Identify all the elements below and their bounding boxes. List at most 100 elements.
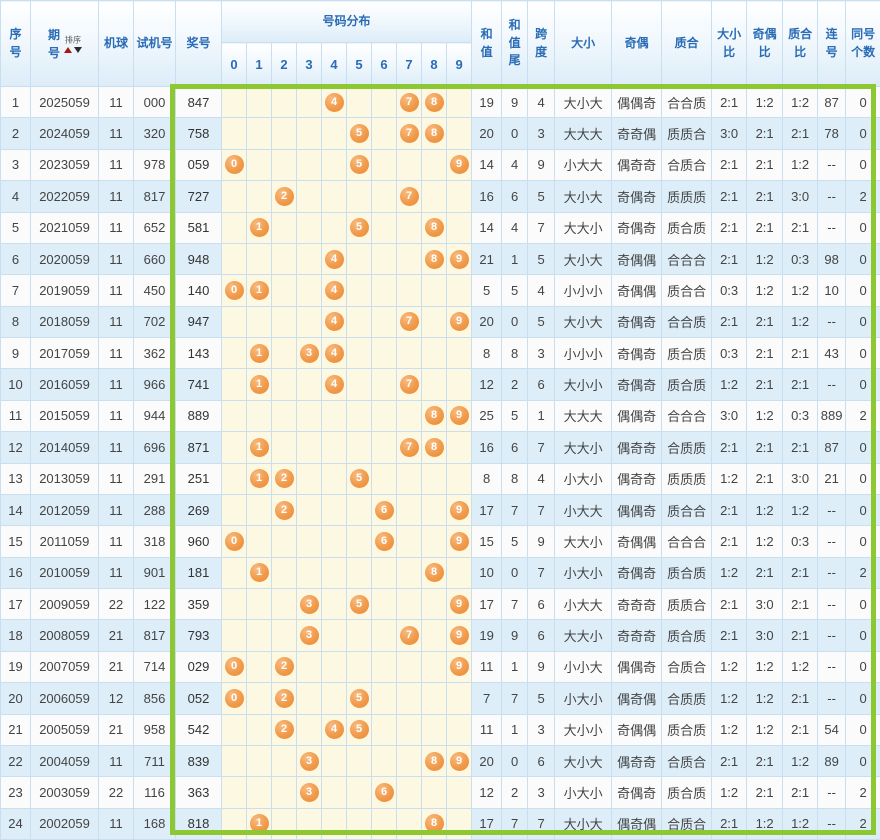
cell-seq: 20 <box>0 682 31 715</box>
cell-sum-tail: 6 <box>501 180 529 213</box>
table-row: 5 2021059 11 652 581 1 5 8 14 4 7 大大小 奇偶奇 质合质 2:1 2:1 2:… <box>0 211 880 244</box>
distribution-cell-7 <box>396 242 422 276</box>
distribution-cell-3: 3 <box>296 336 322 370</box>
span-label: 跨度 <box>535 27 548 59</box>
sort-control[interactable]: 排序 <box>63 34 82 54</box>
number-ball: 4 <box>324 375 344 395</box>
distribution-cell-3: 3 <box>296 587 322 621</box>
distribution-cell-9 <box>445 776 473 809</box>
cell-prize-number: 948 <box>175 242 222 276</box>
cell-prize-number: 741 <box>175 368 222 401</box>
cell-test-number: 856 <box>133 682 176 715</box>
distribution-cell-4 <box>321 807 347 840</box>
cell-period: 2006059 <box>30 682 99 715</box>
cell-sum-tail: 1 <box>501 650 529 684</box>
cell-span: 4 <box>527 462 556 495</box>
distribution-cell-7 <box>396 650 422 684</box>
distribution-cell-4: 4 <box>321 336 347 370</box>
cell-parity-ratio: 1:2 <box>746 650 784 684</box>
number-ball: 4 <box>324 280 344 300</box>
distribution-cell-7: 7 <box>396 619 422 652</box>
col-header-seq: 序号 <box>0 0 31 87</box>
col-header-sum: 和值 <box>471 0 503 87</box>
distribution-cell-2 <box>271 744 297 778</box>
distribution-cell-4: 4 <box>321 305 347 339</box>
cell-parity-ratio: 2:1 <box>746 305 784 339</box>
cell-parity: 偶偶奇 <box>611 650 663 684</box>
distribution-cell-3 <box>296 682 322 715</box>
distribution-cell-0: 0 <box>221 682 247 715</box>
cell-consecutive: 78 <box>817 117 847 150</box>
distribution-cell-7 <box>396 713 422 746</box>
cell-test-number: 817 <box>133 619 176 652</box>
cell-size-ratio: 1:2 <box>711 682 748 715</box>
cell-prime: 质质质 <box>661 180 713 213</box>
distribution-cell-9 <box>445 336 473 370</box>
number-ball: 1 <box>249 218 269 238</box>
cell-size: 小大小 <box>554 556 613 590</box>
distribution-cell-6 <box>371 713 397 746</box>
distribution-cell-1: 1 <box>246 462 272 495</box>
cell-size: 大大小 <box>554 525 613 558</box>
cell-size: 大大小 <box>554 619 613 652</box>
distribution-cell-2: 2 <box>271 493 297 527</box>
cell-period: 2016059 <box>30 368 99 401</box>
distribution-cell-5: 5 <box>346 117 372 150</box>
cell-prime-ratio: 0:3 <box>782 242 819 276</box>
cell-seq: 9 <box>0 336 31 370</box>
cell-consecutive: -- <box>817 148 847 182</box>
distribution-cell-2 <box>271 274 297 307</box>
distribution-cell-5 <box>346 368 372 401</box>
cell-prime: 质合合 <box>661 493 713 527</box>
cell-size-ratio: 2:1 <box>711 807 748 840</box>
cell-same-count: 0 <box>845 713 880 746</box>
cell-sum: 12 <box>471 368 503 401</box>
distribution-cell-5 <box>346 650 372 684</box>
distribution-cell-0 <box>221 776 247 809</box>
distribution-cell-6 <box>371 274 397 307</box>
cell-size-ratio: 0:3 <box>711 274 748 307</box>
cell-parity-ratio: 1:2 <box>746 493 784 527</box>
cell-size-ratio: 2:1 <box>711 493 748 527</box>
cell-same-count: 0 <box>845 462 880 495</box>
distribution-cell-3 <box>296 117 322 150</box>
cell-sum-tail: 4 <box>501 148 529 182</box>
cell-size-ratio: 3:0 <box>711 117 748 150</box>
distribution-cell-4 <box>321 682 347 715</box>
distribution-cell-2 <box>271 807 297 840</box>
table-row: 8 2018059 11 702 947 4 7 9 20 0 5 大小大 奇偶奇 合合质 2:1 2:1 1:… <box>0 305 880 339</box>
cell-size: 小大大 <box>554 148 613 182</box>
distribution-cell-7 <box>396 744 422 778</box>
distribution-cell-8 <box>421 713 447 746</box>
number-ball: 8 <box>424 563 444 583</box>
cell-sum-tail: 8 <box>501 462 529 495</box>
digit-header-9: 9 <box>445 42 473 87</box>
col-header-prize-number: 奖号 <box>175 0 222 87</box>
distribution-cell-2 <box>271 399 297 433</box>
number-ball: 8 <box>424 124 444 144</box>
col-header-test-number: 试机号 <box>133 0 176 87</box>
distribution-cell-1 <box>246 85 272 119</box>
table-row: 22 2004059 11 711 839 3 8 9 20 0 6 大小大 偶奇奇 合质合 2:1 2:1 1… <box>0 744 880 778</box>
distribution-cell-6 <box>371 242 397 276</box>
cell-seq: 17 <box>0 587 31 621</box>
sort-desc-icon[interactable] <box>73 47 82 54</box>
cell-sum: 15 <box>471 525 503 558</box>
cell-seq: 15 <box>0 525 31 558</box>
distribution-cell-1 <box>246 180 272 213</box>
distribution-cell-6 <box>371 180 397 213</box>
cell-sum: 10 <box>471 556 503 590</box>
cell-seq: 7 <box>0 274 31 307</box>
number-ball: 7 <box>399 437 419 457</box>
seq-label: 序号 <box>9 27 22 59</box>
cell-prize-number: 727 <box>175 180 222 213</box>
distribution-cell-1: 1 <box>246 431 272 464</box>
cell-prime-ratio: 1:2 <box>782 744 819 778</box>
cell-consecutive: -- <box>817 211 847 244</box>
distribution-cell-5 <box>346 431 372 464</box>
sort-asc-icon[interactable] <box>63 47 72 54</box>
cell-period: 2020059 <box>30 242 99 276</box>
distribution-cell-4 <box>321 493 347 527</box>
distribution-cell-3 <box>296 525 322 558</box>
cell-size: 小小小 <box>554 274 613 307</box>
